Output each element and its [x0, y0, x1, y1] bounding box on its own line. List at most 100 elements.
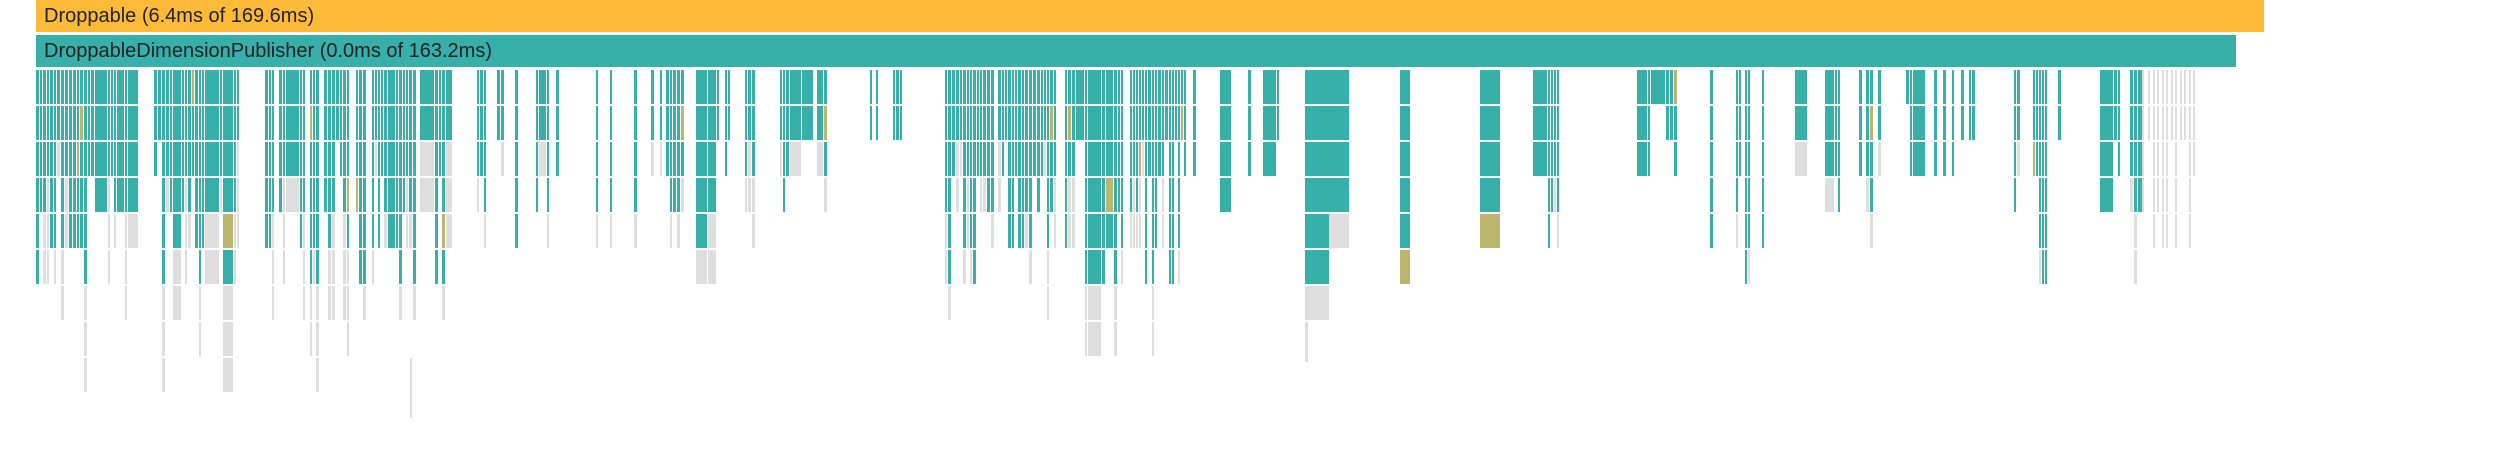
frame-cell[interactable] — [2058, 106, 2061, 140]
frame-cell[interactable] — [2162, 70, 2164, 104]
frame-cell[interactable] — [1047, 250, 1049, 284]
frame-cell[interactable] — [1152, 250, 1154, 284]
frame-cell[interactable] — [1710, 70, 1713, 104]
frame-cell[interactable] — [876, 70, 878, 104]
frame-cell[interactable] — [61, 70, 64, 104]
frame-cell[interactable] — [283, 70, 285, 104]
frame-cell[interactable] — [95, 142, 107, 176]
frame-cell[interactable] — [870, 106, 872, 140]
frame-cell[interactable] — [1178, 142, 1180, 176]
frame-cell[interactable] — [125, 70, 127, 104]
frame-cell[interactable] — [1480, 142, 1500, 176]
frame-cell[interactable] — [205, 70, 219, 104]
frame-cell[interactable] — [2175, 106, 2177, 140]
frame-cell[interactable] — [610, 70, 612, 104]
frame-cell[interactable] — [1913, 70, 1925, 104]
frame-cell[interactable] — [1551, 142, 1553, 176]
frame-cell[interactable] — [1554, 106, 1556, 140]
frame-cell[interactable] — [170, 70, 172, 104]
frame-cell[interactable] — [786, 142, 789, 176]
frame-cell[interactable] — [634, 214, 637, 248]
frame-cell[interactable] — [783, 106, 785, 140]
frame-cell[interactable] — [748, 178, 751, 212]
frame-cell[interactable] — [817, 106, 823, 140]
frame-cell[interactable] — [125, 142, 127, 176]
frame-cell[interactable] — [1762, 70, 1764, 104]
frame-cell[interactable] — [2142, 106, 2144, 140]
frame-cell[interactable] — [1736, 106, 1738, 140]
frame-cell[interactable] — [283, 106, 285, 140]
frame-cell[interactable] — [1961, 70, 1964, 104]
frame-cell[interactable] — [61, 250, 64, 284]
frame-cell[interactable] — [2184, 70, 2186, 104]
frame-cell[interactable] — [634, 142, 637, 176]
frame-cell[interactable] — [192, 70, 194, 104]
frame-cell[interactable] — [332, 142, 335, 176]
frame-cell[interactable] — [162, 214, 165, 248]
frame-cell[interactable] — [1114, 214, 1117, 248]
frame-cell[interactable] — [681, 142, 684, 176]
frame-cell[interactable] — [95, 106, 107, 140]
frame-cell[interactable] — [396, 178, 398, 212]
frame-cell[interactable] — [359, 70, 362, 104]
frame-cell[interactable] — [1088, 214, 1101, 248]
frame-cell[interactable] — [987, 70, 990, 104]
frame-cell[interactable] — [128, 70, 138, 104]
frame-cell[interactable] — [1651, 70, 1665, 104]
frame-cell[interactable] — [1145, 106, 1147, 140]
frame-cell[interactable] — [57, 142, 60, 176]
frame-cell[interactable] — [117, 178, 124, 212]
frame-cell[interactable] — [2180, 70, 2182, 104]
frame-cell[interactable] — [634, 178, 637, 212]
frame-cell[interactable] — [1748, 214, 1750, 248]
frame-cell[interactable] — [681, 178, 684, 212]
frame-cell[interactable] — [2130, 70, 2133, 104]
frame-cell[interactable] — [1054, 106, 1056, 140]
frame-cell[interactable] — [223, 214, 233, 248]
frame-cell[interactable] — [439, 142, 441, 176]
frame-cell[interactable] — [1870, 178, 1873, 212]
frame-cell[interactable] — [1533, 106, 1547, 140]
frame-cell[interactable] — [111, 142, 113, 176]
frame-cell[interactable] — [237, 142, 239, 176]
frame-cell[interactable] — [1136, 70, 1138, 104]
frame-cell[interactable] — [1072, 142, 1075, 176]
frame-cell[interactable] — [303, 178, 305, 212]
frame-cell[interactable] — [945, 106, 947, 140]
frame-cell[interactable] — [316, 106, 319, 140]
frame-cell[interactable] — [970, 178, 972, 212]
frame-cell[interactable] — [987, 106, 990, 140]
frame-cell[interactable] — [73, 142, 76, 176]
frame-cell[interactable] — [2157, 106, 2159, 140]
frame-cell[interactable] — [1133, 178, 1135, 212]
frame-cell[interactable] — [283, 214, 285, 248]
frame-cell[interactable] — [182, 70, 184, 104]
frame-cell[interactable] — [2175, 142, 2177, 176]
frame-cell[interactable] — [1710, 214, 1713, 248]
frame-cell[interactable] — [1145, 214, 1147, 248]
frame-cell[interactable] — [1142, 142, 1144, 176]
frame-cell[interactable] — [967, 178, 969, 212]
frame-cell[interactable] — [670, 214, 672, 248]
frame-cell[interactable] — [1152, 106, 1154, 140]
frame-cell[interactable] — [1169, 142, 1171, 176]
frame-cell[interactable] — [1047, 286, 1049, 320]
frame-cell[interactable] — [1670, 70, 1673, 104]
frame-cell[interactable] — [77, 142, 79, 176]
frame-cell[interactable] — [237, 70, 239, 104]
frame-cell[interactable] — [980, 178, 982, 212]
frame-cell[interactable] — [88, 106, 90, 140]
frame-cell[interactable] — [347, 178, 349, 212]
frame-cell[interactable] — [372, 70, 374, 104]
frame-cell[interactable] — [372, 250, 374, 284]
frame-cell[interactable] — [1533, 70, 1547, 104]
frame-cell[interactable] — [223, 358, 233, 392]
frame-cell[interactable] — [956, 106, 959, 140]
frame-cell[interactable] — [2039, 214, 2041, 248]
frame-cell[interactable] — [446, 214, 452, 248]
frame-cell[interactable] — [43, 142, 46, 176]
frame-cell[interactable] — [47, 70, 49, 104]
frame-cell[interactable] — [547, 142, 549, 176]
frame-cell[interactable] — [202, 106, 204, 140]
frame-cell[interactable] — [69, 106, 72, 140]
